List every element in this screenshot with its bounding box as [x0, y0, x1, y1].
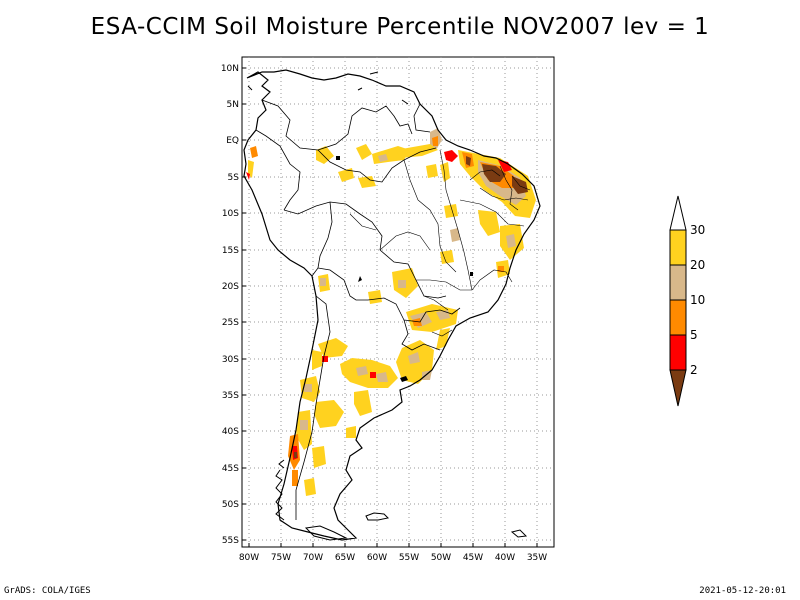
map-frame: [241, 56, 555, 548]
lon-label: 55W: [399, 553, 419, 563]
lon-label: 50W: [431, 553, 451, 563]
colorbar-label-2: 2: [690, 363, 698, 377]
lat-label: 40S: [222, 427, 239, 437]
lat-label: 55S: [222, 536, 239, 546]
colorbar-5-10: [669, 299, 687, 336]
colorbar-2-5: [669, 334, 687, 371]
lon-label: 45W: [463, 553, 483, 563]
lon-label: 65W: [335, 553, 355, 563]
timestamp: 2021-05-12-20:01: [699, 586, 786, 596]
lat-label: 5S: [228, 173, 240, 183]
lat-label: 25S: [222, 318, 239, 328]
lat-label: 20S: [222, 282, 239, 292]
lon-label: 40W: [495, 553, 515, 563]
lon-label: 35W: [527, 553, 547, 563]
colorbar-10-20: [669, 264, 687, 301]
colorbar-label-10: 10: [690, 293, 705, 307]
lat-label: 15S: [222, 246, 239, 256]
lat-label: EQ: [226, 136, 239, 146]
tierra-del-fuego: [304, 525, 348, 541]
lon-label: 80W: [239, 553, 259, 563]
lon-label: 60W: [367, 553, 387, 563]
latitude-labels: 10N 5N EQ 5S 10S 15S 20S 25S 30S 35S 40S…: [221, 64, 239, 546]
grads-credit: GrADS: COLA/IGES: [4, 586, 91, 596]
colorbar-below-2: [669, 369, 687, 407]
longitude-labels: 80W 75W 70W 65W 60W 55W 50W 45W 40W 35W: [239, 553, 547, 563]
lat-label: 35S: [222, 391, 239, 401]
lat-label: 50S: [222, 500, 239, 510]
map-gridlines: [242, 57, 554, 547]
falkland-islands: [365, 512, 390, 521]
chile-fjords: [275, 459, 285, 521]
south-georgia: [510, 529, 528, 538]
colorbar-20-30: [669, 229, 687, 266]
lat-label: 45S: [222, 464, 239, 474]
state-borders: [349, 149, 531, 337]
lat-label: 5N: [227, 100, 239, 110]
colorbar-label-30: 30: [690, 223, 705, 237]
lat-label: 10S: [222, 209, 239, 219]
data-patches: [246, 128, 536, 496]
colorbar-label-20: 20: [690, 258, 705, 272]
lon-label: 75W: [271, 553, 291, 563]
colorbar-label-5: 5: [690, 328, 698, 342]
lon-label: 70W: [303, 553, 323, 563]
colorbar: [669, 195, 687, 407]
axis-ticks: [242, 67, 538, 547]
colorbar-above-30: [669, 195, 687, 231]
lat-label: 10N: [221, 64, 239, 74]
lat-label: 30S: [222, 355, 239, 365]
caribbean-islands: [247, 71, 409, 105]
coastline: [243, 69, 541, 541]
colorbar-labels: 30 20 10 5 2: [690, 223, 705, 377]
map-title: ESA-CCIM Soil Moisture Percentile NOV200…: [90, 14, 710, 40]
